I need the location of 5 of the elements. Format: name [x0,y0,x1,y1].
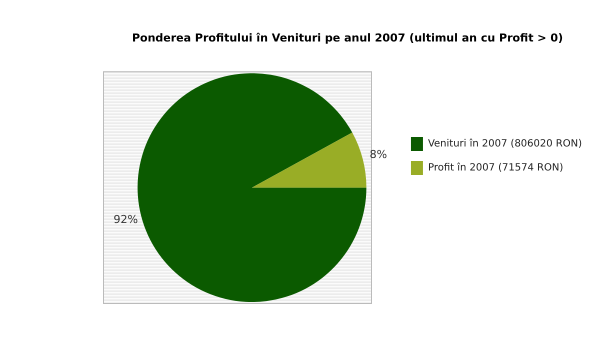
data-label: 92% [113,212,138,226]
legend-label: Profit în 2007 (71574 RON) [428,162,564,174]
data-label: 8% [370,148,388,162]
chart-title: Ponderea Profitului în Venituri pe anul 2007 (ultimul an cu Profit > 0) [132,31,564,44]
legend-label: Venituri în 2007 (806020 RON) [428,138,582,150]
